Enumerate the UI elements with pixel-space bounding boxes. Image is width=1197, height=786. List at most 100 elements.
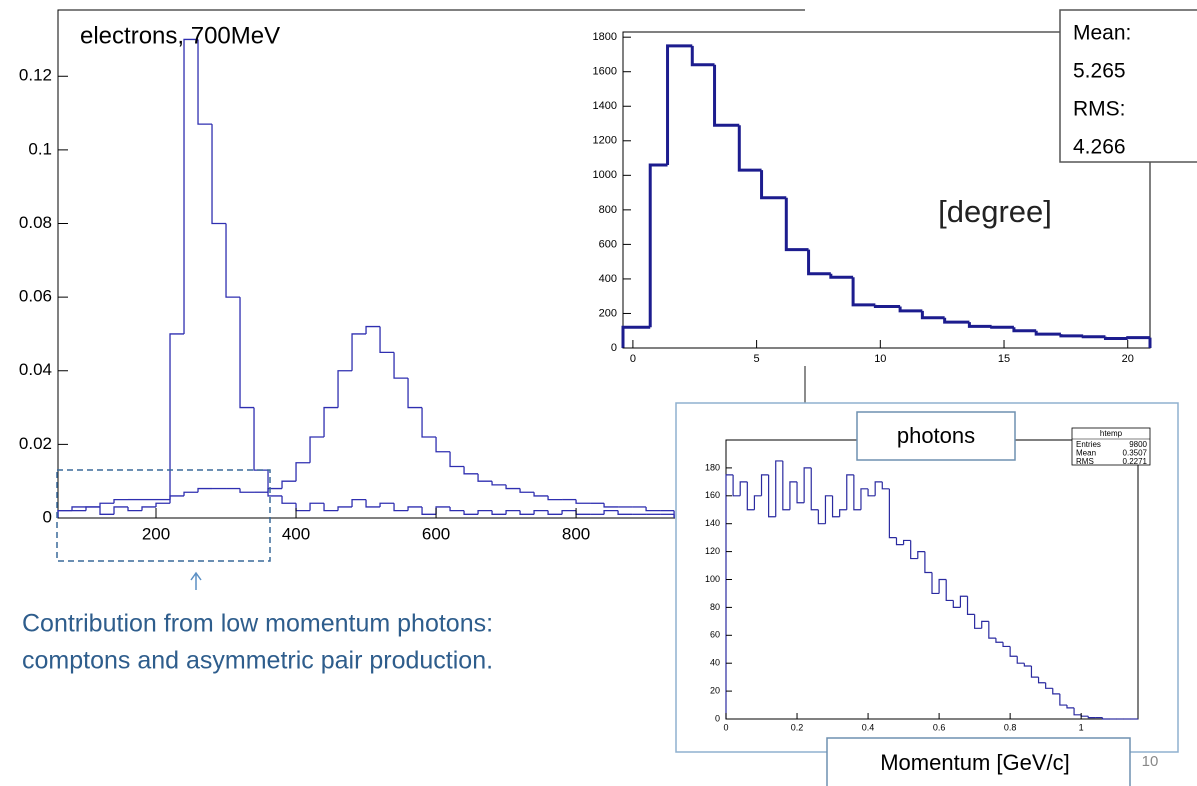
histogram-bin	[867, 488, 876, 497]
histogram-bin	[1030, 665, 1039, 678]
histogram-bin	[945, 579, 954, 602]
x-tick-label: 0	[723, 722, 728, 732]
histogram-bin	[617, 510, 633, 515]
histogram-bin	[463, 510, 479, 515]
histogram-bin	[239, 488, 255, 493]
histogram-bin	[1066, 705, 1075, 709]
histogram-bin	[974, 614, 982, 629]
x-axis-label: Momentum [GeV/c]	[880, 750, 1070, 775]
y-tick-label: 0.06	[19, 287, 52, 306]
y-tick-label: 1800	[593, 31, 617, 43]
histogram-bin	[988, 621, 996, 639]
stats-box	[1059, 9, 1197, 163]
histogram-bin	[810, 467, 819, 511]
page-number: 10	[1142, 753, 1159, 770]
histogram-bin	[959, 595, 968, 608]
histogram-bin	[831, 495, 840, 518]
title-box	[856, 411, 1016, 461]
histogram-bin	[902, 539, 911, 545]
y-tick-label: 40	[710, 658, 720, 668]
y-tick-label: 80	[710, 602, 720, 612]
histogram-bin	[505, 484, 521, 490]
histogram-bin	[603, 503, 619, 508]
x-tick-label: 10	[874, 353, 886, 365]
histogram-bin	[1045, 682, 1053, 689]
y-tick-label: 20	[710, 685, 720, 695]
histogram-bin	[477, 509, 493, 515]
histogram-bin	[713, 64, 740, 127]
histogram-bin	[1034, 330, 1061, 336]
histogram-bin	[449, 506, 465, 512]
histogram-bin	[824, 495, 833, 524]
histogram-bin	[505, 509, 521, 515]
x-tick-label: 0.4	[862, 722, 875, 732]
histogram-bin	[621, 325, 651, 348]
histogram-bin	[99, 502, 115, 507]
x-tick-label: 0	[630, 353, 636, 365]
histogram-bin	[337, 370, 353, 408]
histogram-bin	[351, 333, 367, 371]
x-tick-label: 400	[282, 524, 310, 543]
x-tick-label: 200	[142, 524, 170, 543]
histogram-bin	[920, 310, 945, 320]
histogram-bin	[645, 506, 661, 512]
histogram-bin	[379, 326, 395, 353]
chart-title: electrons, 700MeV	[80, 22, 280, 49]
histogram-bin	[547, 495, 563, 501]
histogram-bin	[519, 510, 535, 515]
histogram-bin	[784, 197, 809, 252]
histogram-bin	[533, 492, 549, 497]
y-tick-label: 140	[705, 518, 720, 528]
y-tick-label: 1600	[593, 66, 617, 78]
histogram-bin	[281, 480, 297, 489]
histogram-bin	[898, 306, 923, 313]
histogram-bin	[365, 499, 381, 508]
histogram-bin	[796, 481, 805, 504]
x-tick-label: 0.6	[933, 722, 946, 732]
y-tick-label: 0.1	[28, 139, 52, 158]
histogram-bin	[782, 460, 790, 511]
axis-frame	[57, 9, 805, 519]
histogram-bin	[365, 325, 381, 334]
y-tick-label: 1400	[593, 100, 617, 112]
histogram-bin	[873, 304, 901, 309]
histogram-bin	[1073, 707, 1082, 716]
caption: Contribution from low momentum photons:	[22, 610, 493, 638]
histogram-bin	[853, 474, 861, 511]
histogram-bin	[407, 378, 423, 409]
stats-value: 9800	[1129, 440, 1147, 449]
histogram-bin	[267, 470, 283, 497]
chart-title: photons	[897, 423, 975, 448]
histogram-bin	[99, 506, 115, 515]
plot-frame	[622, 31, 1151, 349]
histogram-bin	[113, 498, 129, 504]
stats-value: 0.3507	[1123, 449, 1148, 458]
histogram-bin	[239, 297, 255, 409]
x-tick-label: 800	[562, 524, 590, 543]
x-tick-label: 20	[1122, 353, 1134, 365]
histogram-bin	[967, 322, 992, 328]
histogram-bin	[807, 249, 831, 276]
x-tick-label: 0.8	[1004, 722, 1017, 732]
histogram-bin	[309, 436, 325, 463]
histogram-bin	[917, 551, 925, 559]
histogram-bin	[519, 488, 535, 493]
histogram-bin	[803, 467, 812, 503]
histogram-bin	[393, 503, 409, 512]
histogram-bin	[561, 509, 577, 515]
histogram-bin	[393, 352, 409, 379]
y-tick-label: 0.08	[19, 213, 52, 232]
histogram-bin	[183, 491, 199, 496]
stats-name: RMS	[1076, 457, 1094, 466]
histogram-bin	[760, 474, 769, 496]
histogram-bin	[768, 474, 776, 518]
y-tick-label: 180	[705, 462, 720, 472]
histogram-bin	[1103, 336, 1128, 341]
arrow	[190, 571, 202, 590]
histogram-bin	[775, 460, 783, 517]
histogram-bin	[888, 488, 897, 539]
histogram-bin	[895, 537, 904, 546]
stats-name: Mean	[1076, 449, 1096, 458]
histogram-bin	[575, 499, 591, 504]
stats-name: Mean:	[1073, 22, 1131, 45]
